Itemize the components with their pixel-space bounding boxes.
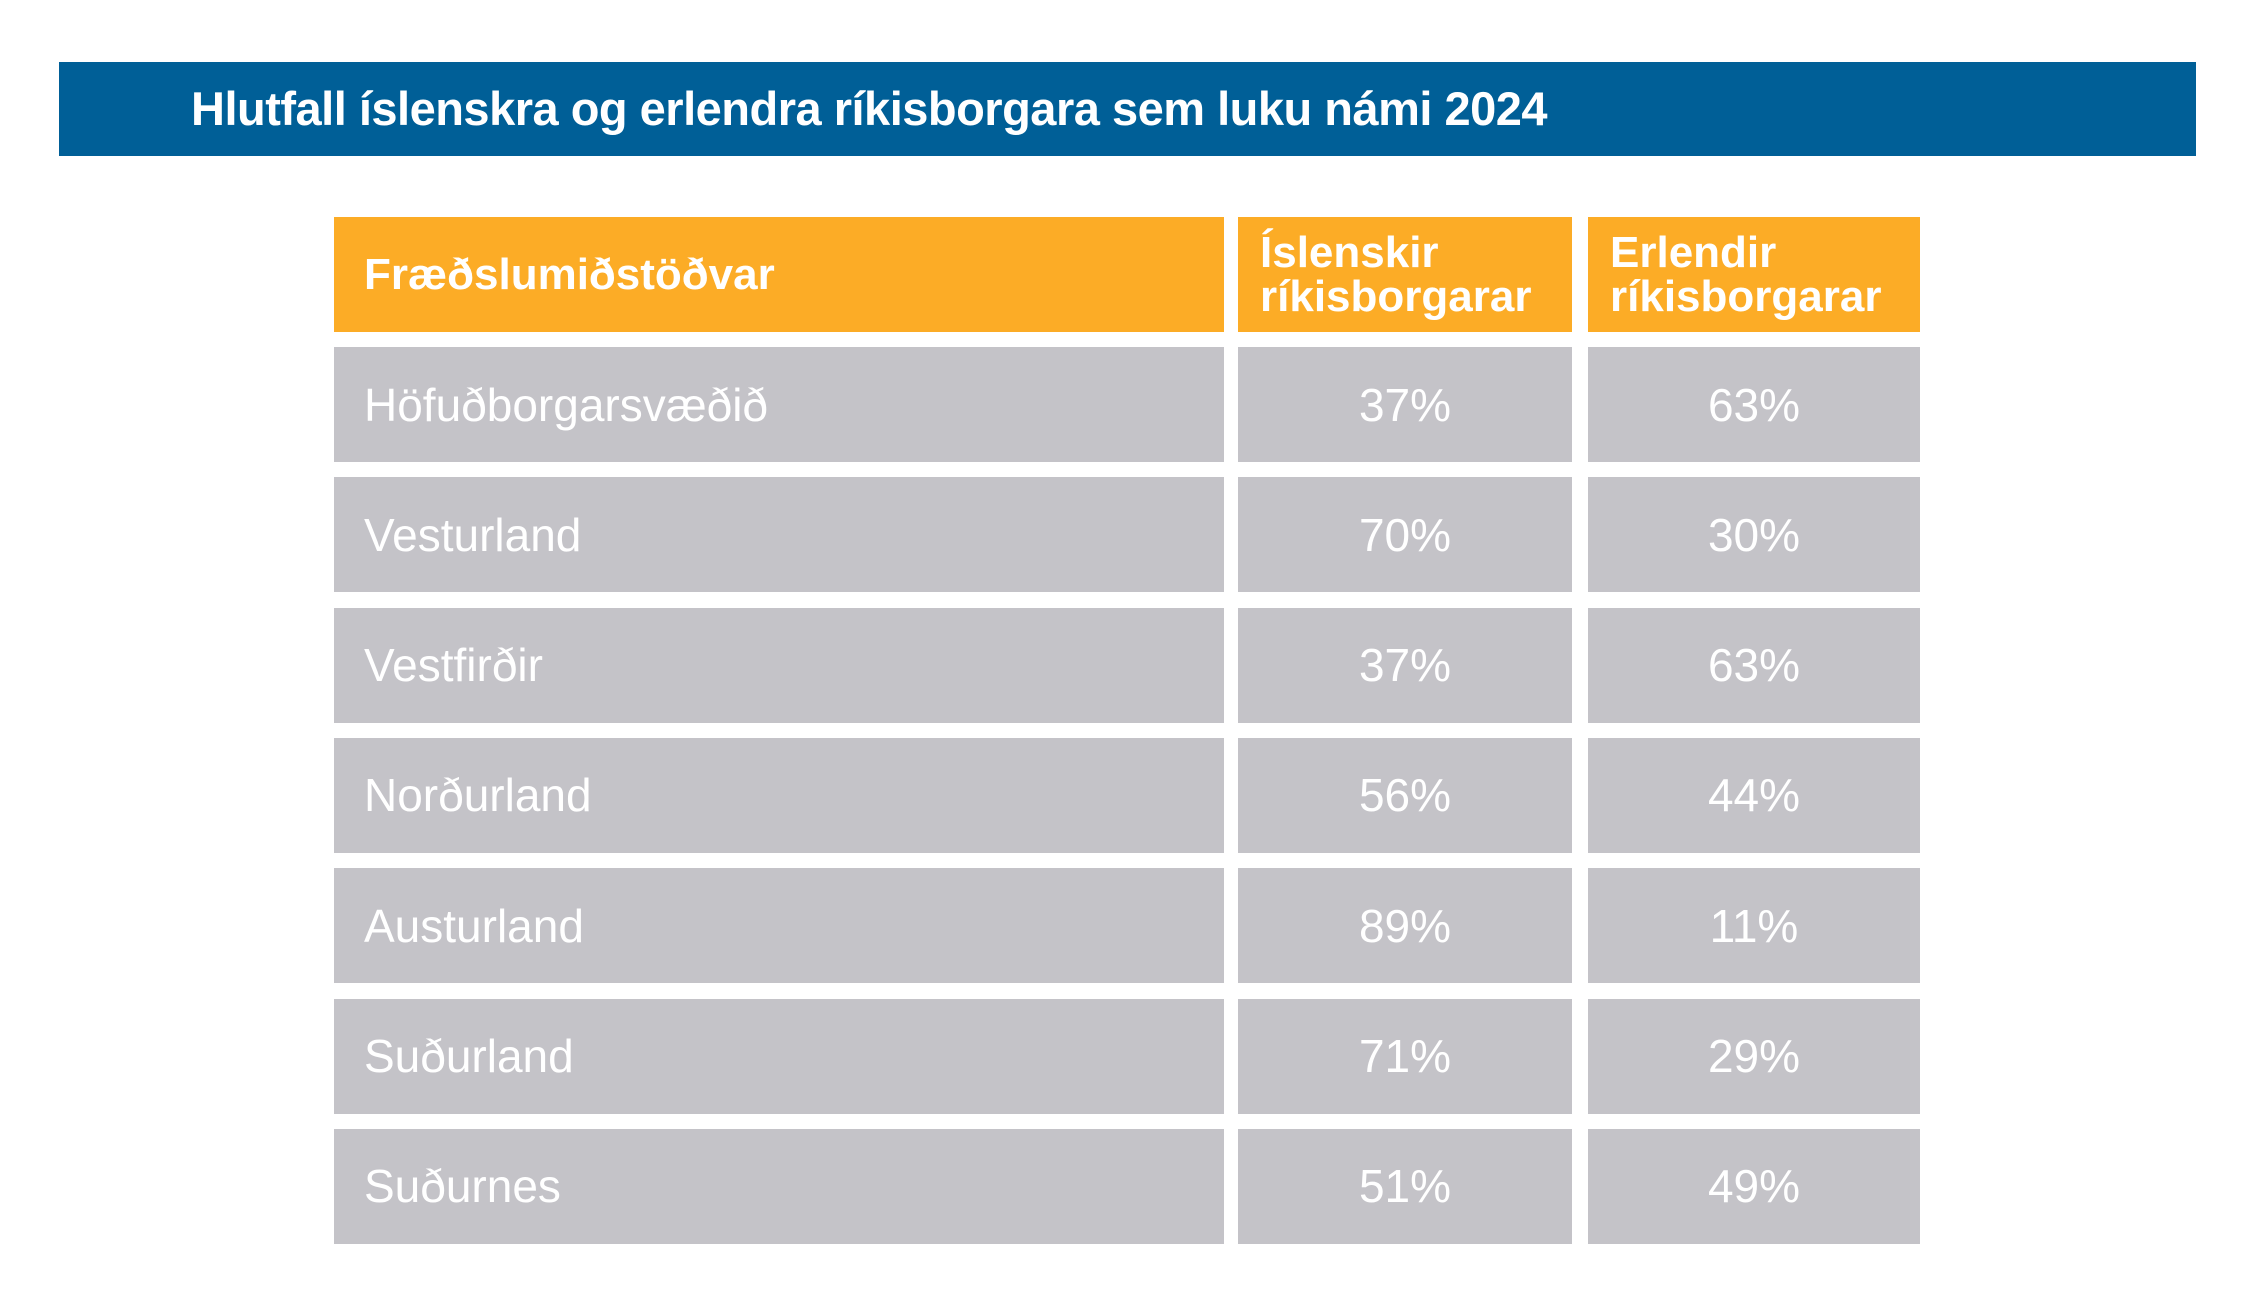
table-cell-foreign: 63% xyxy=(1588,607,1920,723)
header-foreign-line2: ríkisborgarar xyxy=(1610,272,1882,321)
table-cell-region: Suðurland xyxy=(334,998,1224,1114)
table-cell-foreign: 63% xyxy=(1588,347,1920,462)
table-cell-icelandic: 51% xyxy=(1238,1128,1572,1244)
table-cell-region: Suðurnes xyxy=(334,1128,1224,1244)
page-title: Hlutfall íslenskra og erlendra ríkisborg… xyxy=(191,82,1548,135)
title-banner: Hlutfall íslenskra og erlendra ríkisborg… xyxy=(59,62,2196,156)
table-cell-region: Norðurland xyxy=(334,737,1224,853)
table-cell-icelandic: 37% xyxy=(1238,607,1572,723)
table-cell-icelandic: 89% xyxy=(1238,868,1572,984)
table-cell-foreign: 44% xyxy=(1588,737,1920,853)
header-icelandic-line2: ríkisborgarar xyxy=(1260,272,1532,321)
table-cell-region: Vestfirðir xyxy=(334,607,1224,723)
table-cell-icelandic: 70% xyxy=(1238,477,1572,593)
table-cell-icelandic: 56% xyxy=(1238,737,1572,853)
table-cell-foreign: 30% xyxy=(1588,477,1920,593)
header-foreign: Erlendir ríkisborgarar xyxy=(1588,217,1920,332)
table-cell-icelandic: 71% xyxy=(1238,998,1572,1114)
table-cell-region: Höfuðborgarsvæðið xyxy=(334,347,1224,462)
header-icelandic-line1: Íslenskir xyxy=(1260,228,1439,277)
table-cell-foreign: 11% xyxy=(1588,868,1920,984)
table-cell-region: Vesturland xyxy=(334,477,1224,593)
table-cell-foreign: 49% xyxy=(1588,1128,1920,1244)
table-cell-foreign: 29% xyxy=(1588,998,1920,1114)
header-region: Fræðslumiðstöðvar xyxy=(334,217,1224,332)
table-cell-region: Austurland xyxy=(334,868,1224,984)
header-icelandic: Íslenskir ríkisborgarar xyxy=(1238,217,1572,332)
table-cell-icelandic: 37% xyxy=(1238,347,1572,462)
header-foreign-line1: Erlendir xyxy=(1610,228,1777,277)
